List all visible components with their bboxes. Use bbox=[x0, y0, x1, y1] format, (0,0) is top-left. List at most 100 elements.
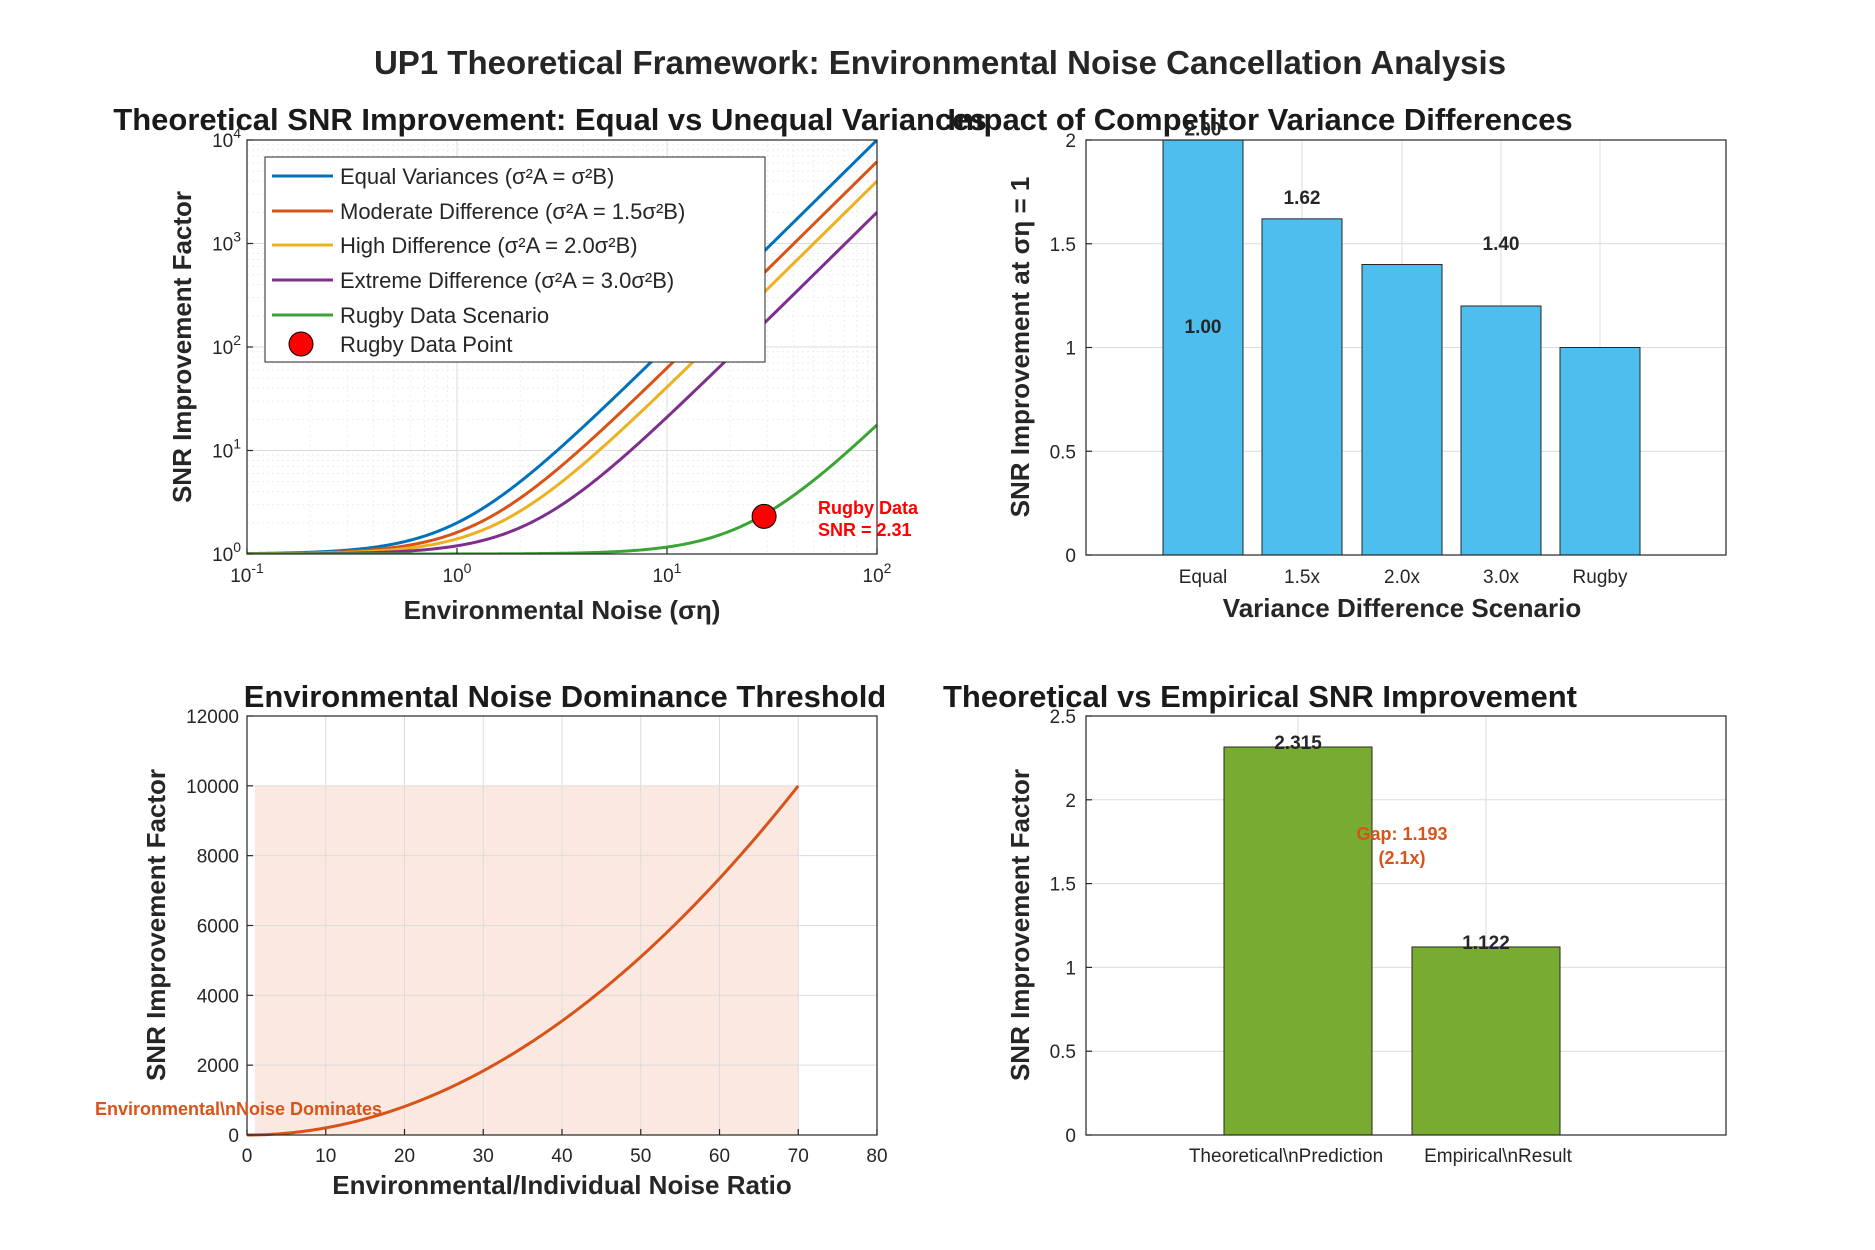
legend-label-1: Moderate Difference (σ²A = 1.5σ²B) bbox=[340, 199, 685, 224]
x-tick-label: 10 bbox=[315, 1146, 336, 1167]
x-tick-label: Equal bbox=[1179, 567, 1228, 588]
legend-label-point: Rugby Data Point bbox=[340, 332, 512, 357]
y-tick-label: 2000 bbox=[197, 1056, 239, 1077]
threshold-ticks: 0 10 20 30 40 50 60 70 80 0 2000 4000 6000 8000 10000 1… bbox=[186, 707, 887, 1167]
x-tick-label: 20 bbox=[394, 1146, 415, 1167]
x-tick-label: Empirical\nResult bbox=[1424, 1146, 1573, 1167]
variance-bars-xlabel: Variance Difference Scenario bbox=[1223, 593, 1581, 623]
threshold-annotation: Environmental\nNoise Dominates bbox=[95, 1099, 382, 1119]
bar-data-label: 1.62 bbox=[1284, 188, 1321, 209]
snr-curves-panel: Theoretical SNR Improvement: Equal vs Un… bbox=[113, 102, 986, 625]
legend-label-2: High Difference (σ²A = 2.0σ²B) bbox=[340, 233, 638, 258]
y-tick-label: 1.5 bbox=[1050, 235, 1076, 256]
theory-empirical-axes bbox=[1085, 715, 1727, 1136]
x-tick-label: 30 bbox=[473, 1146, 494, 1167]
y-tick-label: 1 bbox=[1065, 958, 1076, 979]
y-tick-label: 0 bbox=[1065, 546, 1076, 567]
legend-label-4: Rugby Data Scenario bbox=[340, 303, 549, 328]
threshold-shaded-region bbox=[254, 785, 799, 1135]
rugby-annotation-line2: SNR = 2.31 bbox=[818, 520, 912, 540]
y-tick-label: 102 bbox=[212, 332, 241, 359]
y-tick-label: 101 bbox=[212, 436, 241, 463]
threshold-panel: Environmental Noise Dominance Threshold … bbox=[95, 679, 888, 1200]
y-tick-label: 6000 bbox=[197, 917, 239, 938]
theory-empirical-bars: 2.315 1.122 bbox=[1223, 733, 1561, 1136]
y-tick-label: 100 bbox=[212, 539, 241, 566]
y-tick-label: 8000 bbox=[197, 847, 239, 868]
x-tick-label: 10-1 bbox=[230, 560, 264, 587]
snr-curves-legend: Equal Variances (σ²A = σ²B) Moderate Diff… bbox=[264, 156, 766, 363]
bar-value-label: 1.122 bbox=[1462, 933, 1510, 954]
x-tick-label: 100 bbox=[443, 560, 472, 587]
gap-annotation-line1: Gap: 1.193 bbox=[1356, 824, 1447, 844]
variance-bars-ylabel: SNR Improvement at ση = 1 bbox=[1005, 177, 1035, 518]
rugby-data-point bbox=[751, 503, 777, 529]
threshold-ylabel: SNR Improvement Factor bbox=[141, 769, 171, 1081]
bar-data-label: 1.00 bbox=[1185, 317, 1222, 338]
variance-bars-panel: Impact of Competitor Variance Difference… bbox=[947, 102, 1727, 623]
dominance-region bbox=[254, 785, 799, 1135]
bar-equal bbox=[1162, 139, 1244, 556]
y-tick-label: 0.5 bbox=[1050, 442, 1076, 463]
x-tick-label: 60 bbox=[709, 1146, 730, 1167]
x-tick-label: 70 bbox=[788, 1146, 809, 1167]
bar-rugby bbox=[1559, 347, 1641, 556]
threshold-xlabel: Environmental/Individual Noise Ratio bbox=[332, 1170, 791, 1200]
y-tick-label: 12000 bbox=[186, 707, 239, 728]
legend-box bbox=[264, 156, 766, 363]
gap-annotation-line2: (2.1x) bbox=[1378, 848, 1425, 868]
bar-data-label: 1.40 bbox=[1483, 234, 1520, 255]
threshold-line bbox=[246, 784, 800, 1137]
y-tick-label: 2 bbox=[1065, 791, 1076, 812]
bar-3.0x bbox=[1460, 305, 1542, 556]
y-tick-label: 10000 bbox=[186, 777, 239, 798]
variance-bars-title: Impact of Competitor Variance Difference… bbox=[947, 102, 1572, 137]
x-tick-label: 3.0x bbox=[1483, 567, 1519, 588]
x-tick-label: 80 bbox=[866, 1146, 887, 1167]
snr-curves-title: Theoretical SNR Improvement: Equal vs Un… bbox=[113, 102, 986, 137]
variance-bars-data-labels: 2.00 1.62 1.40 1.00 bbox=[1185, 120, 1520, 338]
variance-bars-ticks: Equal 1.5x 2.0x 3.0x Rugby 0 0.5 1 1.5 2 bbox=[1050, 131, 1628, 588]
y-tick-label: 0 bbox=[1065, 1126, 1076, 1147]
bar-value-label: 2.315 bbox=[1274, 733, 1322, 754]
y-tick-label: 1 bbox=[1065, 339, 1076, 360]
snr-curves-points bbox=[751, 503, 777, 529]
figure-title: UP1 Theoretical Framework: Environmental… bbox=[374, 44, 1506, 81]
snr-curves-ylabel: SNR Improvement Factor bbox=[167, 191, 197, 503]
x-tick-label: 1.5x bbox=[1284, 567, 1320, 588]
x-tick-label: 0 bbox=[242, 1146, 253, 1167]
x-tick-label: 50 bbox=[630, 1146, 651, 1167]
theory-empirical-panel: Theoretical vs Empirical SNR Improvement… bbox=[943, 679, 1727, 1167]
y-tick-label: 4000 bbox=[197, 986, 239, 1007]
y-tick-label: 0 bbox=[228, 1126, 239, 1147]
theory-empirical-plot-area bbox=[1086, 716, 1726, 1135]
y-tick-label: 103 bbox=[212, 229, 241, 256]
x-tick-label: 40 bbox=[551, 1146, 572, 1167]
theory-empirical-ylabel: SNR Improvement Factor bbox=[1005, 769, 1035, 1081]
snr-curves-xlabel: Environmental Noise (ση) bbox=[404, 595, 721, 625]
bar-theoretical bbox=[1223, 746, 1373, 1136]
legend-marker-point bbox=[288, 331, 314, 357]
y-tick-label: 2 bbox=[1065, 131, 1076, 152]
rugby-annotation-line1: Rugby Data bbox=[818, 498, 919, 518]
bar-2.0x bbox=[1361, 264, 1443, 556]
y-tick-label: 1.5 bbox=[1050, 875, 1076, 896]
bar-empirical bbox=[1411, 946, 1561, 1136]
x-tick-label: 2.0x bbox=[1384, 567, 1420, 588]
y-tick-label: 0.5 bbox=[1050, 1042, 1076, 1063]
bar-1.5x bbox=[1261, 218, 1343, 556]
series-line-0 bbox=[247, 140, 877, 554]
x-tick-label: Theoretical\nPrediction bbox=[1189, 1146, 1383, 1167]
y-tick-label: 2.5 bbox=[1050, 707, 1076, 728]
x-tick-label: Rugby bbox=[1573, 567, 1628, 588]
x-tick-label: 102 bbox=[863, 560, 892, 587]
theory-empirical-title: Theoretical vs Empirical SNR Improvement bbox=[943, 679, 1577, 714]
theory-empirical-ticks: Theoretical\nPrediction Empirical\nResult… bbox=[1050, 707, 1573, 1167]
legend-label-3: Extreme Difference (σ²A = 3.0σ²B) bbox=[340, 268, 674, 293]
threshold-title: Environmental Noise Dominance Threshold bbox=[244, 679, 887, 714]
threshold-curve bbox=[246, 784, 800, 1137]
bar-data-label: 2.00 bbox=[1185, 120, 1222, 141]
legend-label-0: Equal Variances (σ²A = σ²B) bbox=[340, 164, 614, 189]
variance-bars-bars bbox=[1162, 139, 1641, 556]
